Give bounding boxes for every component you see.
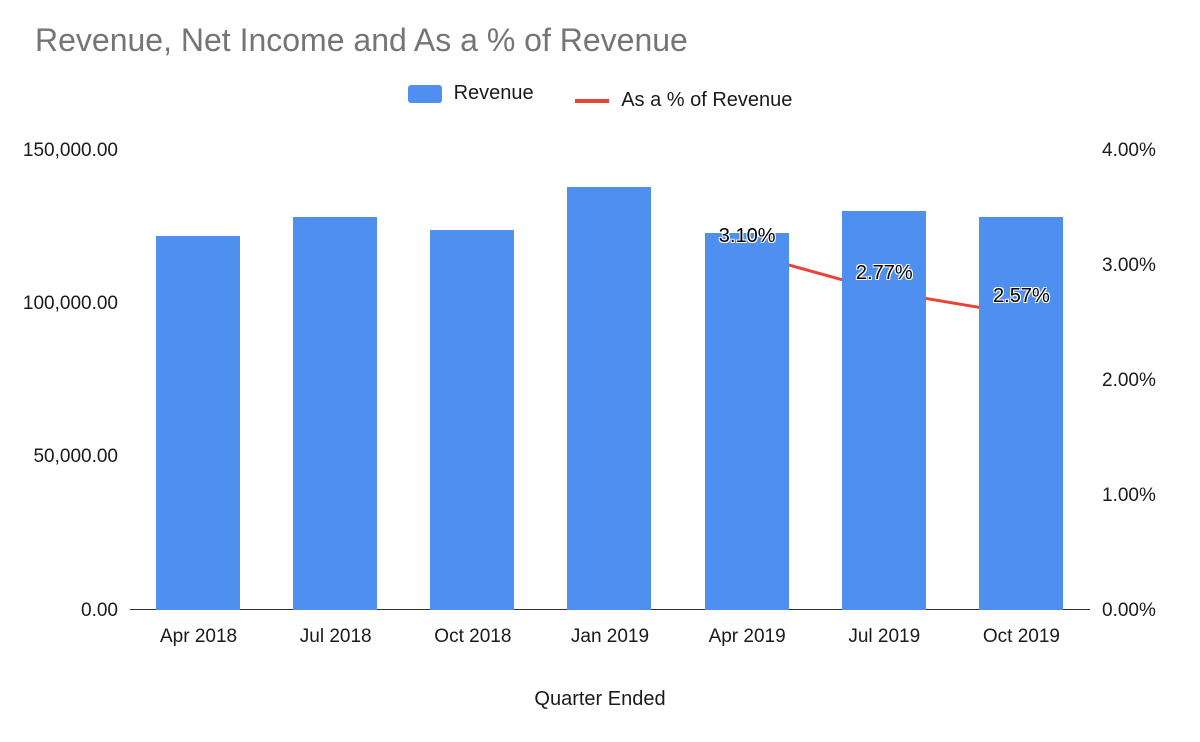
x-tick-label: Jul 2019 bbox=[848, 626, 920, 648]
line-data-label: 3.10% bbox=[719, 225, 776, 248]
y-right-tick-0: 0.00% bbox=[1102, 600, 1156, 622]
line-data-label: 2.77% bbox=[856, 262, 913, 285]
y-right-tick-1: 1.00% bbox=[1102, 485, 1156, 507]
legend-label: Revenue bbox=[454, 82, 534, 105]
y-right-tick-3: 3.00% bbox=[1102, 255, 1156, 277]
x-tick-label: Oct 2018 bbox=[434, 626, 511, 648]
y-right-tick-2: 2.00% bbox=[1102, 370, 1156, 392]
x-tick-label: Oct 2019 bbox=[983, 626, 1060, 648]
x-tick-label: Apr 2019 bbox=[709, 626, 786, 648]
plot-area: 3.10% 2.77% 2.57% bbox=[130, 150, 1090, 610]
bar bbox=[979, 217, 1063, 610]
bar bbox=[430, 230, 514, 610]
bar bbox=[293, 217, 377, 610]
y-left-tick-0: 0.00 bbox=[0, 600, 118, 622]
line-data-label: 2.57% bbox=[993, 285, 1050, 308]
bar bbox=[705, 233, 789, 610]
legend-swatch-line bbox=[575, 99, 609, 103]
y-left-tick-2: 100,000.00 bbox=[0, 293, 118, 315]
y-left-tick-3: 150,000.00 bbox=[0, 140, 118, 162]
y-right-tick-4: 4.00% bbox=[1102, 140, 1156, 162]
x-tick-label: Jan 2019 bbox=[571, 626, 649, 648]
bar bbox=[567, 187, 651, 610]
bar bbox=[156, 236, 240, 610]
chart-container: Revenue, Net Income and As a % of Revenu… bbox=[0, 0, 1200, 742]
y-left-tick-1: 50,000.00 bbox=[0, 446, 118, 468]
x-axis-title: Quarter Ended bbox=[534, 688, 665, 711]
x-tick-label: Apr 2018 bbox=[160, 626, 237, 648]
legend-label: As a % of Revenue bbox=[621, 89, 792, 112]
legend-item-percent: As a % of Revenue bbox=[575, 89, 792, 112]
legend: Revenue As a % of Revenue bbox=[0, 82, 1200, 112]
chart-title: Revenue, Net Income and As a % of Revenu… bbox=[35, 22, 688, 59]
x-tick-label: Jul 2018 bbox=[300, 626, 372, 648]
legend-item-revenue: Revenue bbox=[408, 82, 534, 105]
legend-swatch-bar bbox=[408, 85, 442, 103]
